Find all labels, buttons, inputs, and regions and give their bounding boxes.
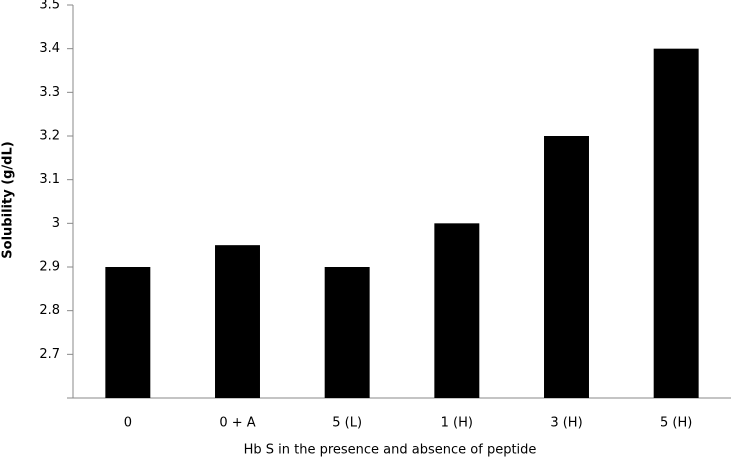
y-axis-label: Solubility (g/dL) <box>1 141 16 258</box>
bar <box>105 267 151 398</box>
y-tick-label: 2.8 <box>39 303 60 318</box>
x-tick-label: 1 (H) <box>441 416 473 431</box>
y-tick-label: 3.3 <box>39 85 60 100</box>
x-tick-label: 5 (H) <box>660 416 692 431</box>
bar <box>653 48 699 399</box>
y-tick-label: 3.1 <box>39 172 60 187</box>
x-axis-label: Hb S in the presence and absence of pept… <box>244 443 537 458</box>
bar <box>544 136 589 398</box>
x-tick-label: 0 + A <box>219 416 255 431</box>
x-tick-label: 3 (H) <box>550 416 582 431</box>
y-tick-label: 2.9 <box>39 260 60 275</box>
y-tick-label: 3.4 <box>39 41 60 56</box>
bar <box>434 223 480 398</box>
x-tick-label: 5 (L) <box>332 416 362 431</box>
y-tick-label: 2.7 <box>39 347 60 362</box>
y-tick-label: 3 <box>52 216 60 231</box>
bar <box>215 245 260 398</box>
y-tick-label: 3.5 <box>39 0 60 13</box>
x-tick-label: 0 <box>124 416 132 431</box>
bar <box>324 267 370 398</box>
y-tick-label: 3.2 <box>39 129 60 144</box>
